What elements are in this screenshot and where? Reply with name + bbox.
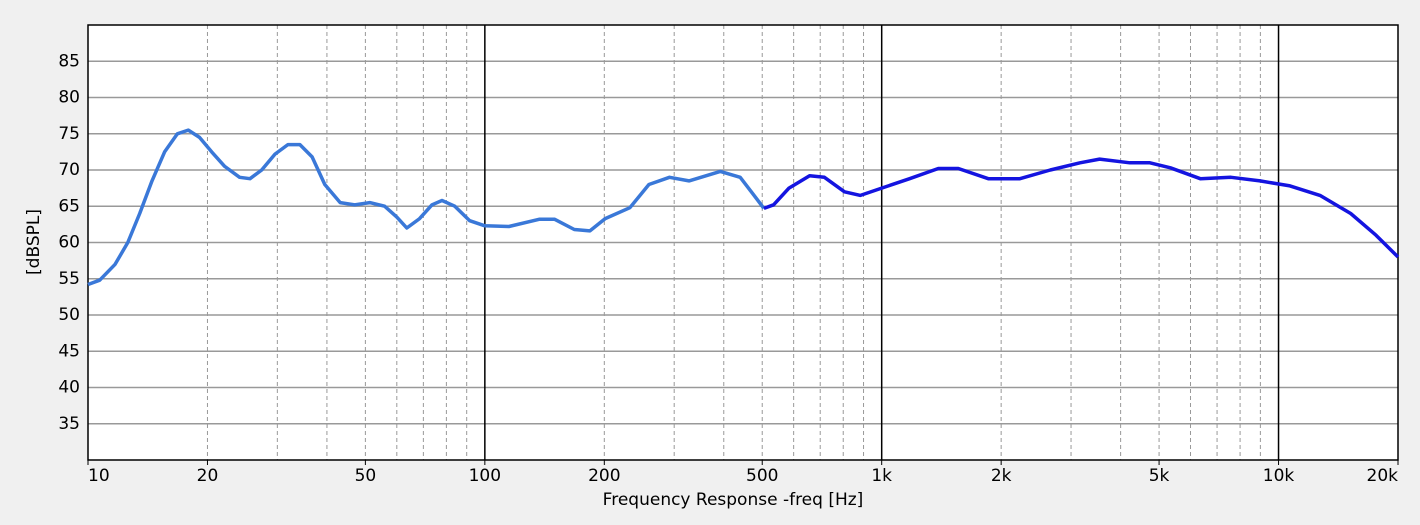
response-line xyxy=(763,157,1400,259)
x-tick-label: 2k xyxy=(991,466,1012,486)
x-tick-label: 50 xyxy=(355,466,377,486)
x-tick-label: 10k xyxy=(1263,466,1295,486)
x-tick-label: 20 xyxy=(197,466,219,486)
y-axis-label: [dBSPL] xyxy=(24,209,44,275)
y-tick-label: 60 xyxy=(58,233,80,253)
y-tick-label: 35 xyxy=(58,414,80,434)
response-line xyxy=(87,128,766,287)
y-tick-label: 45 xyxy=(58,341,80,361)
x-tick-label: 500 xyxy=(746,466,778,486)
x-tick-label: 20k xyxy=(1367,466,1399,486)
y-tick-label: 80 xyxy=(58,88,80,108)
x-axis-label: Frequency Response -freq [Hz] xyxy=(603,490,864,510)
y-tick-label: 70 xyxy=(58,160,80,180)
x-tick-label: 1k xyxy=(871,466,892,486)
y-tick-label: 85 xyxy=(58,51,80,71)
x-tick-label: 100 xyxy=(469,466,501,486)
y-tick-label: 50 xyxy=(58,305,80,325)
x-tick-label: 200 xyxy=(588,466,620,486)
x-tick-label: 10 xyxy=(88,466,110,486)
plot-border xyxy=(87,24,1399,461)
y-tick-label: 40 xyxy=(58,378,80,398)
x-tick-label: 5k xyxy=(1149,466,1170,486)
y-tick-label: 65 xyxy=(58,196,80,216)
y-tick-label: 75 xyxy=(58,124,80,144)
y-tick-label: 55 xyxy=(58,269,80,289)
